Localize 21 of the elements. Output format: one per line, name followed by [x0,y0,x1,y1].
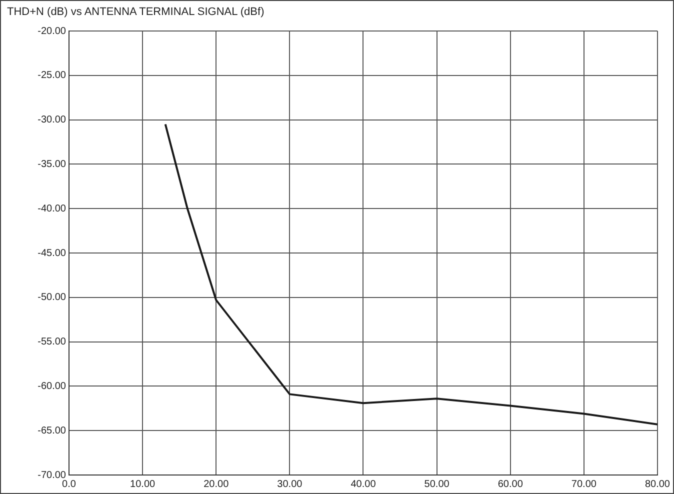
y-tick-label: -65.00 [38,425,66,436]
x-tick-label: 70.00 [571,478,597,490]
y-tick-label: -25.00 [38,70,66,82]
y-tick-label: -30.00 [38,114,66,126]
y-tick-label: -45.00 [38,248,66,259]
y-tick-label: -20.00 [38,26,66,37]
x-tick-label: 40.00 [350,478,376,490]
x-tick-label: 30.00 [277,478,303,490]
x-tick-label: 60.00 [498,478,524,490]
y-tick-label: -50.00 [38,292,66,304]
x-tick-label: 0.0 [62,478,76,490]
y-tick-label: -40.00 [38,203,66,214]
y-tick-label: -55.00 [38,336,66,348]
y-tick-label: -60.00 [38,380,66,392]
x-tick-label: 50.00 [424,478,450,490]
x-tick-label: 10.00 [130,478,156,490]
y-tick-label: -70.00 [38,470,66,481]
x-tick-label: 20.00 [204,478,230,490]
y-tick-label: -35.00 [38,158,66,170]
chart-title: THD+N (dB) vs ANTENNA TERMINAL SIGNAL (dBf) [7,6,264,18]
x-tick-label: 80.00 [644,478,670,490]
